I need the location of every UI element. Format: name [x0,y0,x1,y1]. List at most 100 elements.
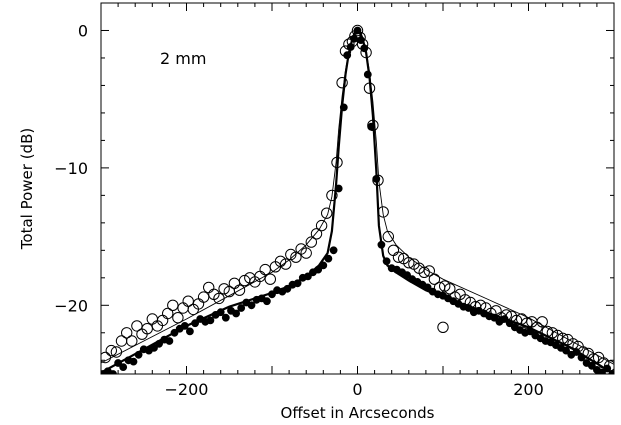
filled-circle-point [180,322,189,330]
open-circle-point [557,332,569,344]
filled-circle-point [562,346,570,355]
open-circle-point [331,156,343,169]
filled-circle-point [357,36,365,44]
filled-circle-point [329,246,338,255]
filled-circle-point [314,265,323,274]
open-circle-point [321,207,333,219]
filled-circle-point [464,304,473,312]
x-tick-label: 200 [513,380,544,399]
open-circle-point [233,284,246,296]
open-circle-point [521,317,533,329]
filled-circle-point [403,271,412,280]
y-axis-label: Total Power (dB) [18,128,36,250]
open-circle-point [141,323,153,335]
open-circle-point [162,307,174,320]
filled-circle-point [423,283,432,292]
filled-circle-point [572,348,581,356]
open-circle-point [131,320,143,332]
wavelength-annotation: 2 mm [160,49,206,68]
filled-circle-point [382,257,391,266]
filled-circle-point [155,339,164,348]
filled-circle-point [304,272,312,281]
open-circle-point [546,327,559,339]
open-circle-point [228,277,241,289]
open-circle-point [110,346,123,358]
open-circle-point [387,244,400,257]
open-circle-point [305,236,317,248]
filled-circle-point [608,370,614,374]
open-circle-point [444,283,456,295]
axis-ticks: −200 0 200 0 −10 −20 [54,2,615,399]
x-axis-label: Offset in Arcseconds [281,404,435,422]
y-tick-label: 0 [78,21,88,40]
open-circle-point [213,292,225,305]
filled-circle-point [134,350,143,359]
filled-circle-point [150,344,158,352]
open-circle-point [423,265,435,277]
open-circle-point [437,321,449,333]
filled-circle-point [237,304,246,312]
filled-circle-point [367,122,376,131]
filled-circle-point [319,261,328,270]
open-circle-point [197,291,210,303]
open-circle-point [290,251,302,263]
filled-circle-point [353,26,362,35]
filled-circle-point [221,313,230,322]
open-circle-point [351,24,364,37]
open-circle-point [177,302,189,314]
open-circle-point [167,299,179,311]
open-circle-point [146,313,159,325]
filled-circle-point [186,327,194,336]
open-circle-point [300,247,312,259]
filled-circle-point [350,34,359,43]
filled-circle-point [577,353,586,362]
filled-circle-point [490,313,499,322]
open-circle-point [101,351,111,364]
open-circle-point [203,281,215,294]
filled-circle-point [206,316,215,325]
filled-circle-point [268,290,276,299]
filled-circle-point [363,70,372,79]
filled-circle-point [526,327,535,336]
x-tick-label: 0 [352,380,362,399]
data-points [101,24,614,374]
filled-circle-point [334,184,343,193]
open-circle-point [274,255,287,267]
filled-circle-point [165,337,174,345]
open-circle-point [392,251,405,263]
filled-circle-point [114,359,122,367]
open-circle-point [310,228,323,240]
filled-circle-point [505,319,514,328]
filled-circle-point [500,315,509,323]
open-circle-point [172,312,184,324]
open-circle-point [418,266,430,278]
filled-circle-point [293,279,302,288]
filled-circle-point [119,363,128,372]
open-circle-point [182,295,194,307]
fit-curve-thin [101,29,614,365]
filled-circle-point [603,364,612,373]
filled-circle-point [377,240,386,249]
filled-circle-point [283,284,292,293]
open-circle-point [218,283,230,295]
open-circle-point [126,335,138,347]
filled-circle-point [216,308,225,317]
plot-frame [100,2,615,375]
open-circle-point [280,258,292,270]
filled-circle-point [109,370,117,374]
y-tick-label: −10 [54,159,88,178]
filled-circle-point [587,361,596,370]
filled-circle-point [247,301,256,310]
open-circle-point [105,344,118,357]
filled-circle-point [346,43,355,51]
open-circle-point [315,219,328,232]
filled-circle-point [191,319,200,328]
open-circle-point [363,82,376,94]
open-circle-point [377,206,389,218]
filled-circle-point [232,309,241,318]
filled-circle-point [170,328,179,337]
open-circle-point [326,189,338,202]
filled-circle-point [343,51,352,60]
open-circle-point [536,316,548,328]
